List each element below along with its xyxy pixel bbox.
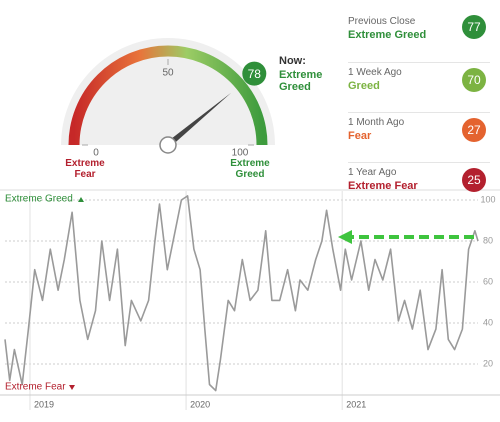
gauge-needle bbox=[166, 92, 232, 148]
history-value: 77 bbox=[462, 15, 486, 39]
y-tick-label: 100 bbox=[480, 194, 495, 204]
history-row: 1 Week Ago Greed 70 bbox=[348, 62, 490, 107]
history-period: Previous Close bbox=[348, 16, 416, 27]
y-tick-label: 80 bbox=[483, 235, 493, 245]
history-period: 1 Year Ago bbox=[348, 167, 397, 178]
history-period: 1 Week Ago bbox=[348, 67, 402, 78]
gauge-tick-label: 100 bbox=[232, 148, 249, 159]
greed-label: Extreme Greed bbox=[230, 158, 270, 180]
y-tick-label: 20 bbox=[483, 358, 493, 368]
history-rating: Greed bbox=[348, 80, 380, 92]
top-label: Extreme Greed bbox=[5, 194, 73, 205]
gauge-hub bbox=[159, 136, 177, 154]
x-tick-label: 2019 bbox=[34, 399, 54, 409]
up-triangle bbox=[78, 197, 84, 202]
down-triangle bbox=[69, 385, 75, 390]
x-tick-label: 2020 bbox=[190, 399, 210, 409]
bottom-label: Extreme Fear bbox=[5, 382, 66, 393]
history-rating: Extreme Fear bbox=[348, 180, 418, 192]
y-tick-label: 60 bbox=[483, 276, 493, 286]
y-tick-label: 40 bbox=[483, 317, 493, 327]
history-value: 70 bbox=[462, 68, 486, 92]
gauge-value: 78 bbox=[248, 67, 262, 81]
x-tick-label: 2021 bbox=[346, 399, 366, 409]
now-label: Now: bbox=[279, 55, 306, 67]
history-value: 27 bbox=[462, 118, 486, 142]
arrow-head bbox=[338, 230, 352, 244]
fear-label: Extreme Fear bbox=[65, 158, 105, 180]
gauge-tick-label: 50 bbox=[162, 68, 174, 79]
history-rating: Extreme Greed bbox=[348, 29, 427, 41]
history-row: Previous Close Extreme Greed 77 bbox=[348, 12, 490, 56]
gauge-arc bbox=[68, 45, 268, 146]
history-row: 1 Month Ago Fear 27 bbox=[348, 112, 490, 157]
history-row: 1 Year Ago Extreme Fear 25 bbox=[348, 162, 490, 207]
gauge-marker bbox=[242, 61, 267, 86]
series-line bbox=[4, 195, 479, 392]
history-value: 25 bbox=[462, 168, 486, 192]
history-period: 1 Month Ago bbox=[348, 117, 405, 128]
history-rating: Fear bbox=[348, 130, 372, 142]
gauge-tick-label: 0 bbox=[93, 148, 99, 159]
now-rating: Extreme Greed bbox=[279, 69, 323, 93]
